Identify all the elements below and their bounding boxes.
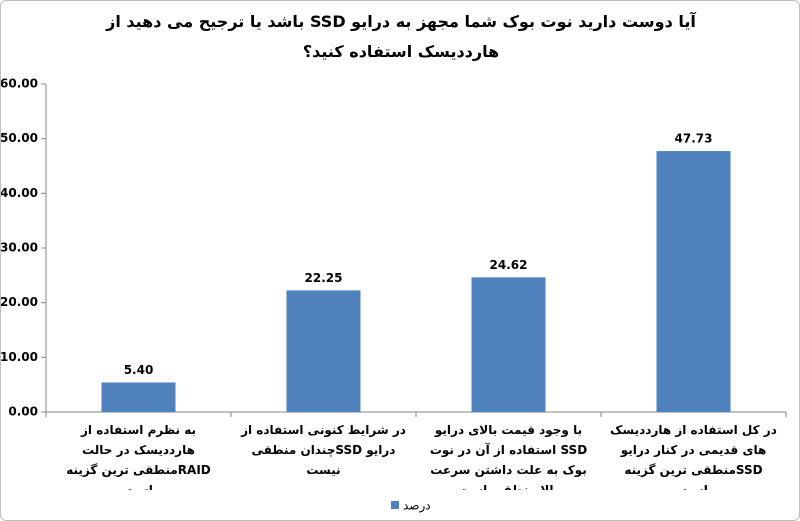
legend-label: درصد: [403, 499, 431, 514]
y-tick-label: 30.00: [1, 241, 38, 255]
legend-swatch: [391, 501, 399, 509]
y-tick-label: 50.00: [1, 131, 38, 145]
y-tick-label: 10.00: [1, 350, 38, 364]
y-tick-label: 60.00: [1, 77, 38, 91]
x-tick-label: به نظرم استفاده از هارددیسک در حالت RAID…: [66, 423, 211, 490]
bar: [656, 151, 731, 413]
bar: [286, 290, 361, 412]
y-tick-label: 0.00: [8, 405, 38, 419]
bar: [101, 382, 176, 412]
x-tick-label: در کل استفاده از هارددیسک های قدیمی در ک…: [610, 423, 777, 490]
y-tick-label: 20.00: [1, 295, 38, 309]
value-label: 47.73: [675, 132, 713, 146]
y-tick-label: 40.00: [1, 186, 38, 200]
x-tick-label: با وجود قیمت بالای درایو SSD استفاده از …: [429, 423, 588, 490]
x-tick-label: در شرایط کنونی استفاده از درایو SSDچندان…: [241, 423, 406, 477]
x-label-box: با وجود قیمت بالای درایو SSD استفاده از …: [429, 423, 588, 490]
x-label-box: در شرایط کنونی استفاده از درایو SSDچندان…: [241, 423, 406, 477]
chart-title: آیا دوست دارید نوت بوک شما مجهز به درایو…: [106, 12, 696, 61]
value-label: 22.25: [305, 271, 343, 285]
x-label-box: در کل استفاده از هارددیسک های قدیمی در ک…: [610, 423, 777, 490]
x-label-box: به نظرم استفاده از هارددیسک در حالت RAID…: [66, 423, 211, 490]
value-label: 5.40: [124, 363, 154, 377]
value-label: 24.62: [490, 258, 528, 272]
bar: [471, 277, 546, 412]
